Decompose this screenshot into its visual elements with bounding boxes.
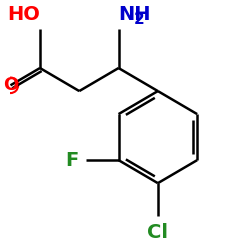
Text: HO: HO	[7, 5, 40, 24]
Text: Cl: Cl	[147, 223, 168, 242]
Text: 2: 2	[134, 12, 145, 27]
Text: NH: NH	[118, 5, 151, 24]
Text: O: O	[3, 76, 18, 94]
Text: F: F	[66, 151, 79, 170]
